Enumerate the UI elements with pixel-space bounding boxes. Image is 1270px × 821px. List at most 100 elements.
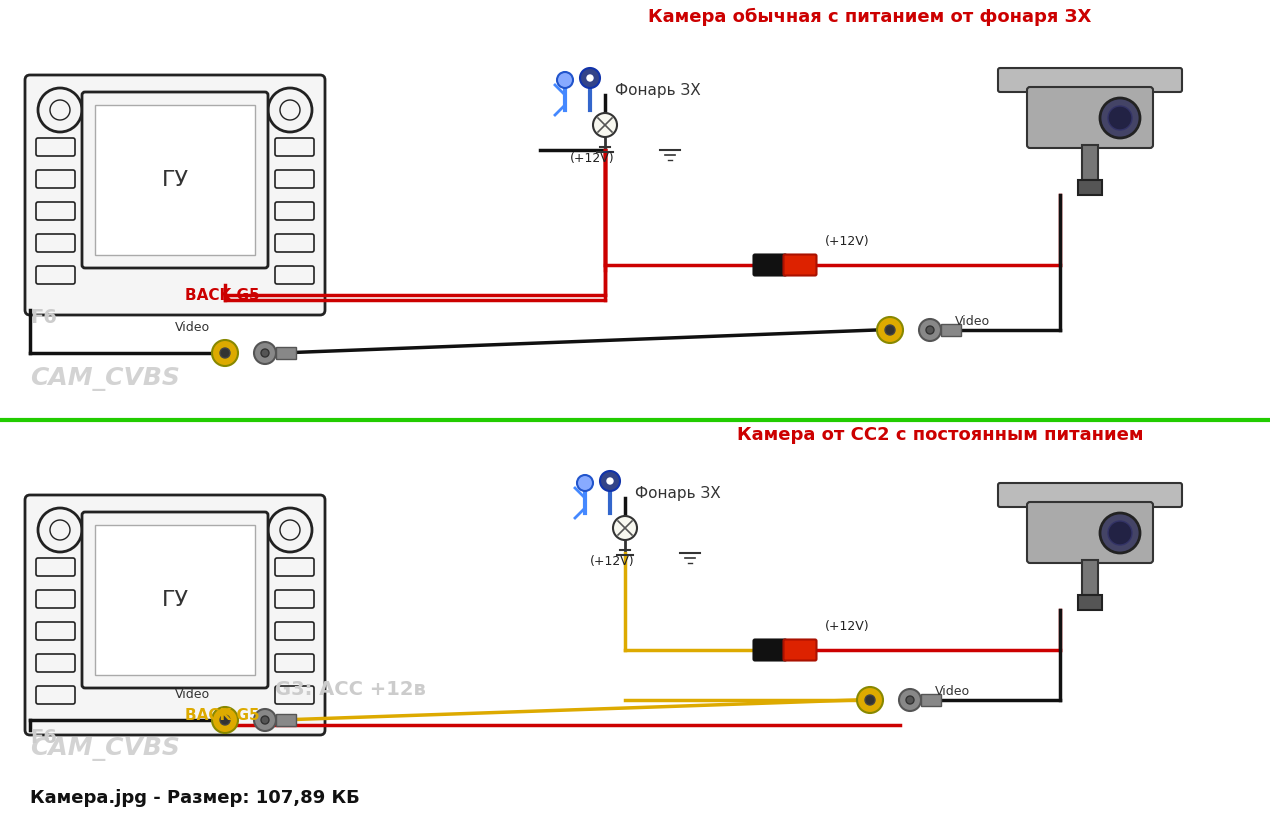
Circle shape [279, 100, 300, 120]
Circle shape [220, 348, 230, 358]
Text: Камера обычная с питанием от фонаря ЗХ: Камера обычная с питанием от фонаря ЗХ [648, 8, 1092, 26]
Text: ГУ: ГУ [161, 170, 188, 190]
FancyBboxPatch shape [25, 75, 325, 315]
Bar [95, 105, 255, 255]
Circle shape [926, 326, 933, 334]
FancyBboxPatch shape [276, 170, 314, 188]
Bar [1082, 560, 1099, 595]
Circle shape [885, 325, 895, 335]
FancyBboxPatch shape [276, 138, 314, 156]
FancyBboxPatch shape [83, 92, 268, 268]
Circle shape [587, 75, 593, 81]
Circle shape [599, 471, 620, 491]
FancyBboxPatch shape [276, 622, 314, 640]
Text: Video: Video [955, 315, 991, 328]
Text: Камера от СС2 с постоянным питанием: Камера от СС2 с постоянным питанием [737, 426, 1143, 444]
FancyBboxPatch shape [36, 590, 75, 608]
FancyBboxPatch shape [36, 558, 75, 576]
FancyBboxPatch shape [36, 202, 75, 220]
Circle shape [50, 100, 70, 120]
FancyBboxPatch shape [83, 512, 268, 688]
Circle shape [279, 520, 300, 540]
Bar [921, 694, 941, 706]
Text: Фонарь ЗХ: Фонарь ЗХ [635, 486, 721, 501]
FancyBboxPatch shape [784, 255, 817, 276]
Circle shape [50, 520, 70, 540]
FancyBboxPatch shape [276, 234, 314, 252]
Bar [1078, 180, 1102, 195]
Text: Video: Video [175, 321, 210, 334]
Text: Фонарь ЗХ: Фонарь ЗХ [615, 83, 701, 98]
Circle shape [899, 689, 921, 711]
FancyBboxPatch shape [25, 495, 325, 735]
FancyBboxPatch shape [36, 654, 75, 672]
Text: G3: АСС +12в: G3: АСС +12в [276, 680, 425, 699]
Circle shape [865, 695, 875, 705]
Circle shape [1107, 521, 1132, 545]
Text: ГУ: ГУ [161, 590, 188, 610]
FancyBboxPatch shape [1027, 502, 1153, 563]
Circle shape [38, 88, 83, 132]
Text: Камера.jpg - Размер: 107,89 КБ: Камера.jpg - Размер: 107,89 КБ [30, 789, 359, 807]
Text: BACK G5: BACK G5 [185, 288, 259, 303]
Text: (+12V): (+12V) [826, 235, 870, 248]
Text: Video: Video [175, 688, 210, 701]
Text: BACK G5: BACK G5 [185, 708, 259, 723]
FancyBboxPatch shape [276, 202, 314, 220]
FancyBboxPatch shape [276, 266, 314, 284]
FancyBboxPatch shape [276, 558, 314, 576]
Circle shape [212, 340, 237, 366]
FancyBboxPatch shape [276, 654, 314, 672]
Circle shape [577, 475, 593, 491]
FancyBboxPatch shape [36, 266, 75, 284]
Circle shape [254, 342, 276, 364]
Circle shape [212, 707, 237, 733]
Circle shape [38, 508, 83, 552]
Circle shape [1107, 106, 1132, 130]
FancyBboxPatch shape [753, 255, 786, 276]
FancyBboxPatch shape [998, 68, 1182, 92]
Text: (+12V): (+12V) [591, 555, 635, 568]
FancyBboxPatch shape [36, 686, 75, 704]
FancyBboxPatch shape [36, 138, 75, 156]
FancyBboxPatch shape [36, 234, 75, 252]
Bar [1082, 145, 1099, 180]
Circle shape [607, 478, 613, 484]
Text: (+12V): (+12V) [570, 152, 615, 165]
Text: Video: Video [935, 685, 970, 698]
Circle shape [1100, 513, 1140, 553]
FancyBboxPatch shape [36, 622, 75, 640]
Circle shape [254, 709, 276, 731]
Circle shape [220, 715, 230, 725]
Circle shape [613, 516, 638, 540]
FancyBboxPatch shape [276, 590, 314, 608]
Circle shape [1100, 98, 1140, 138]
Text: F6: F6 [30, 728, 57, 747]
Text: CAM_CVBS: CAM_CVBS [30, 737, 180, 761]
FancyBboxPatch shape [753, 640, 786, 661]
Circle shape [919, 319, 941, 341]
Bar [941, 324, 961, 336]
Circle shape [857, 687, 883, 713]
Circle shape [262, 349, 269, 357]
Bar [95, 525, 255, 675]
FancyBboxPatch shape [36, 170, 75, 188]
Circle shape [268, 88, 312, 132]
FancyBboxPatch shape [1027, 87, 1153, 148]
Circle shape [268, 508, 312, 552]
Bar [1078, 595, 1102, 610]
Circle shape [558, 72, 573, 88]
Text: (+12V): (+12V) [826, 620, 870, 633]
Circle shape [580, 68, 599, 88]
Text: CAM_CVBS: CAM_CVBS [30, 367, 180, 391]
Bar [276, 714, 296, 726]
Circle shape [878, 317, 903, 343]
Circle shape [262, 716, 269, 724]
FancyBboxPatch shape [784, 640, 817, 661]
FancyBboxPatch shape [998, 483, 1182, 507]
FancyBboxPatch shape [276, 686, 314, 704]
Circle shape [593, 113, 617, 137]
Circle shape [906, 696, 914, 704]
Text: F6: F6 [30, 308, 57, 327]
Bar [276, 347, 296, 359]
